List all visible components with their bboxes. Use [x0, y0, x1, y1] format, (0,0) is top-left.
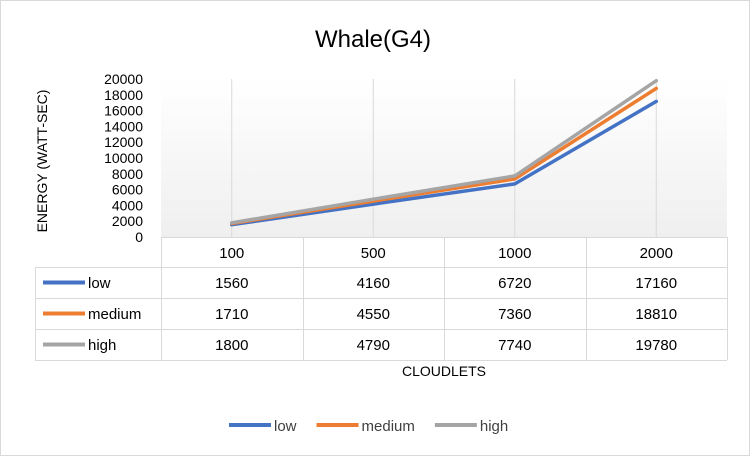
table-value-cell: 18810 — [635, 306, 677, 323]
y-tick-label: 12000 — [104, 134, 143, 150]
table-value-cell: 1710 — [215, 306, 248, 323]
x-axis-title: CLOUDLETS — [402, 363, 486, 379]
table-value-cell: 4160 — [357, 275, 390, 292]
series-line-high — [230, 78, 659, 225]
y-tick-label: 14000 — [104, 118, 143, 134]
y-tick-label: 10000 — [104, 150, 143, 166]
y-axis-title: ENERGY (WATT-SEC) — [34, 90, 50, 233]
y-tick-label: 4000 — [112, 197, 143, 213]
y-tick-label: 8000 — [112, 166, 143, 182]
table-value-cell: 1560 — [215, 275, 248, 292]
table-value-cell: 4550 — [357, 306, 390, 323]
legend-label: high — [480, 418, 508, 435]
x-category-label: 1000 — [498, 245, 531, 262]
chart-title: Whale(G4) — [315, 26, 431, 53]
legend-label: medium — [362, 418, 415, 435]
series-line-low — [230, 99, 659, 227]
table-value-cell: 1800 — [215, 337, 248, 354]
table-value-cell: 7740 — [498, 337, 531, 354]
legend-label: low — [274, 418, 297, 435]
table-series-label: low — [88, 275, 111, 292]
y-tick-label: 16000 — [104, 103, 143, 119]
table-series-label: high — [88, 337, 116, 354]
x-category-label: 2000 — [640, 245, 673, 262]
table-value-cell: 7360 — [498, 306, 531, 323]
x-category-label: 500 — [361, 245, 386, 262]
y-tick-label: 0 — [135, 229, 143, 245]
table-value-cell: 4790 — [357, 337, 390, 354]
y-tick-label: 20000 — [104, 71, 143, 87]
y-tick-label: 18000 — [104, 87, 143, 103]
table-value-cell: 19780 — [635, 337, 677, 354]
plot-area-background — [161, 78, 727, 237]
y-tick-label: 2000 — [112, 213, 143, 229]
table-value-cell: 6720 — [498, 275, 531, 292]
y-tick-label: 6000 — [112, 182, 143, 198]
table-value-cell: 17160 — [635, 275, 677, 292]
table-series-label: medium — [88, 306, 141, 323]
x-category-label: 100 — [219, 245, 244, 262]
